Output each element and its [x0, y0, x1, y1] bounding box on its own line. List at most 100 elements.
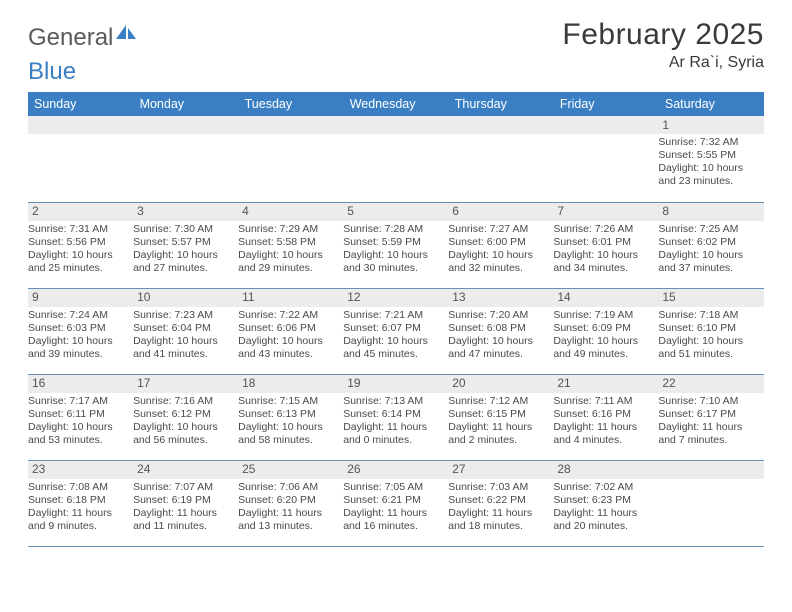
daylight-line: Daylight: 11 hours and 18 minutes. [448, 507, 532, 532]
calendar-cell: 2Sunrise: 7:31 AMSunset: 5:56 PMDaylight… [28, 202, 133, 288]
day-data: Sunrise: 7:15 AMSunset: 6:13 PMDaylight:… [238, 393, 343, 450]
calendar-cell: 1Sunrise: 7:32 AMSunset: 5:55 PMDaylight… [658, 116, 763, 202]
day-number: 9 [28, 289, 133, 307]
calendar-page: General February 2025 Ar Ra`i, Syria Blu… [0, 0, 792, 547]
sunset-line: Sunset: 6:07 PM [343, 322, 421, 334]
calendar-cell: 23Sunrise: 7:08 AMSunset: 6:18 PMDayligh… [28, 460, 133, 546]
calendar-cell: 8Sunrise: 7:25 AMSunset: 6:02 PMDaylight… [658, 202, 763, 288]
col-wednesday: Wednesday [343, 92, 448, 116]
col-friday: Friday [553, 92, 658, 116]
day-data: Sunrise: 7:13 AMSunset: 6:14 PMDaylight:… [343, 393, 448, 450]
day-number: 26 [343, 461, 448, 479]
daylight-line: Daylight: 10 hours and 23 minutes. [658, 162, 743, 187]
day-data: Sunrise: 7:32 AMSunset: 5:55 PMDaylight:… [658, 134, 763, 191]
daylight-line: Daylight: 10 hours and 34 minutes. [553, 249, 638, 274]
daylight-line: Daylight: 10 hours and 53 minutes. [28, 421, 113, 446]
sunset-line: Sunset: 6:00 PM [448, 236, 526, 248]
sunset-line: Sunset: 5:57 PM [133, 236, 211, 248]
sunrise-line: Sunrise: 7:07 AM [133, 481, 213, 493]
calendar-cell: 24 Sunrise: 7:07 AMSunset: 6:19 PMDayligh… [133, 460, 238, 546]
sunrise-line: Sunrise: 7:32 AM [658, 136, 738, 148]
sunset-line: Sunset: 5:59 PM [343, 236, 421, 248]
calendar-cell: 22Sunrise: 7:10 AMSunset: 6:17 PMDayligh… [658, 374, 763, 460]
daylight-line: Daylight: 11 hours and 9 minutes. [28, 507, 112, 532]
daylight-line: Daylight: 10 hours and 25 minutes. [28, 249, 113, 274]
daylight-line: Daylight: 10 hours and 43 minutes. [238, 335, 323, 360]
daylight-line: Daylight: 10 hours and 29 minutes. [238, 249, 323, 274]
daylight-line: Daylight: 10 hours and 37 minutes. [658, 249, 743, 274]
sunrise-line: Sunrise: 7:12 AM [448, 395, 528, 407]
day-data: Sunrise: 7:30 AMSunset: 5:57 PMDaylight:… [133, 221, 238, 278]
calendar-cell: 20Sunrise: 7:12 AMSunset: 6:15 PMDayligh… [448, 374, 553, 460]
day-data: Sunrise: 7:10 AMSunset: 6:17 PMDaylight:… [658, 393, 763, 450]
calendar-cell: 16Sunrise: 7:17 AMSunset: 6:11 PMDayligh… [28, 374, 133, 460]
sunset-line: Sunset: 6:17 PM [658, 408, 736, 420]
daylight-line: Daylight: 11 hours and 4 minutes. [553, 421, 637, 446]
daylight-line: Daylight: 11 hours and 11 minutes. [133, 507, 217, 532]
daylight-line: Daylight: 10 hours and 27 minutes. [133, 249, 218, 274]
calendar-cell [343, 116, 448, 202]
day-number: 14 [553, 289, 658, 307]
day-data: Sunrise: 7:29 AMSunset: 5:58 PMDaylight:… [238, 221, 343, 278]
day-number: 22 [658, 375, 763, 393]
calendar-row: 1Sunrise: 7:32 AMSunset: 5:55 PMDaylight… [28, 116, 764, 202]
daylight-line: Daylight: 10 hours and 47 minutes. [448, 335, 533, 360]
sunrise-line: Sunrise: 7:31 AM [28, 223, 108, 235]
day-data: Sunrise: 7:27 AMSunset: 6:00 PMDaylight:… [448, 221, 553, 278]
day-number: 13 [448, 289, 553, 307]
sunrise-line: Sunrise: 7:24 AM [28, 309, 108, 321]
day-number [133, 116, 238, 134]
sunset-line: Sunset: 6:09 PM [553, 322, 631, 334]
sunset-line: Sunset: 6:23 PM [553, 494, 631, 506]
day-data: Sunrise: 7:21 AMSunset: 6:07 PMDaylight:… [343, 307, 448, 364]
sunrise-line: Sunrise: 7:19 AM [553, 309, 633, 321]
calendar-header-row: Sunday Monday Tuesday Wednesday Thursday… [28, 92, 764, 116]
calendar-body: 1Sunrise: 7:32 AMSunset: 5:55 PMDaylight… [28, 116, 764, 546]
day-data: Sunrise: 7:03 AMSunset: 6:22 PMDaylight:… [448, 479, 553, 536]
calendar-cell: 17Sunrise: 7:16 AMSunset: 6:12 PMDayligh… [133, 374, 238, 460]
day-number [238, 116, 343, 134]
day-number: 8 [658, 203, 763, 221]
calendar-row: 16Sunrise: 7:17 AMSunset: 6:11 PMDayligh… [28, 374, 764, 460]
calendar-cell: 21Sunrise: 7:11 AMSunset: 6:16 PMDayligh… [553, 374, 658, 460]
day-number: 24 [133, 461, 238, 479]
sunset-line: Sunset: 6:19 PM [133, 494, 211, 506]
calendar-cell: 18Sunrise: 7:15 AMSunset: 6:13 PMDayligh… [238, 374, 343, 460]
sunrise-line: Sunrise: 7:17 AM [28, 395, 108, 407]
calendar-cell: 4Sunrise: 7:29 AMSunset: 5:58 PMDaylight… [238, 202, 343, 288]
calendar-cell: 13Sunrise: 7:20 AMSunset: 6:08 PMDayligh… [448, 288, 553, 374]
sunrise-line: Sunrise: 7:16 AM [133, 395, 213, 407]
calendar-cell [448, 116, 553, 202]
day-number: 6 [448, 203, 553, 221]
sunset-line: Sunset: 5:55 PM [658, 149, 736, 161]
day-number: 23 [28, 461, 133, 479]
daylight-line: Daylight: 11 hours and 13 minutes. [238, 507, 322, 532]
sunset-line: Sunset: 5:58 PM [238, 236, 316, 248]
calendar-cell: 12Sunrise: 7:21 AMSunset: 6:07 PMDayligh… [343, 288, 448, 374]
location-label: Ar Ra`i, Syria [562, 54, 764, 72]
sunrise-line: Sunrise: 7:05 AM [343, 481, 423, 493]
calendar-cell: 3Sunrise: 7:30 AMSunset: 5:57 PMDaylight… [133, 202, 238, 288]
sunset-line: Sunset: 6:06 PM [238, 322, 316, 334]
calendar-cell [658, 460, 763, 546]
day-data: Sunrise: 7:08 AMSunset: 6:18 PMDaylight:… [28, 479, 133, 536]
sunset-line: Sunset: 6:15 PM [448, 408, 526, 420]
day-data: Sunrise: 7:17 AMSunset: 6:11 PMDaylight:… [28, 393, 133, 450]
sunset-line: Sunset: 6:18 PM [28, 494, 106, 506]
sunrise-line: Sunrise: 7:20 AM [448, 309, 528, 321]
day-number [658, 461, 763, 479]
calendar-table: Sunday Monday Tuesday Wednesday Thursday… [28, 92, 764, 547]
sunrise-line: Sunrise: 7:28 AM [343, 223, 423, 235]
day-data: Sunrise: 7:02 AMSunset: 6:23 PMDaylight:… [553, 479, 658, 536]
day-data: Sunrise: 7:28 AMSunset: 5:59 PMDaylight:… [343, 221, 448, 278]
daylight-line: Daylight: 10 hours and 58 minutes. [238, 421, 323, 446]
col-sunday: Sunday [28, 92, 133, 116]
calendar-cell [28, 116, 133, 202]
sunrise-line: Sunrise: 7:30 AM [133, 223, 213, 235]
day-number: 5 [343, 203, 448, 221]
daylight-line: Daylight: 10 hours and 41 minutes. [133, 335, 218, 360]
day-data: Sunrise: 7:18 AMSunset: 6:10 PMDaylight:… [658, 307, 763, 364]
sunrise-line: Sunrise: 7:10 AM [658, 395, 738, 407]
calendar-row: 23Sunrise: 7:08 AMSunset: 6:18 PMDayligh… [28, 460, 764, 546]
daylight-line: Daylight: 10 hours and 39 minutes. [28, 335, 113, 360]
